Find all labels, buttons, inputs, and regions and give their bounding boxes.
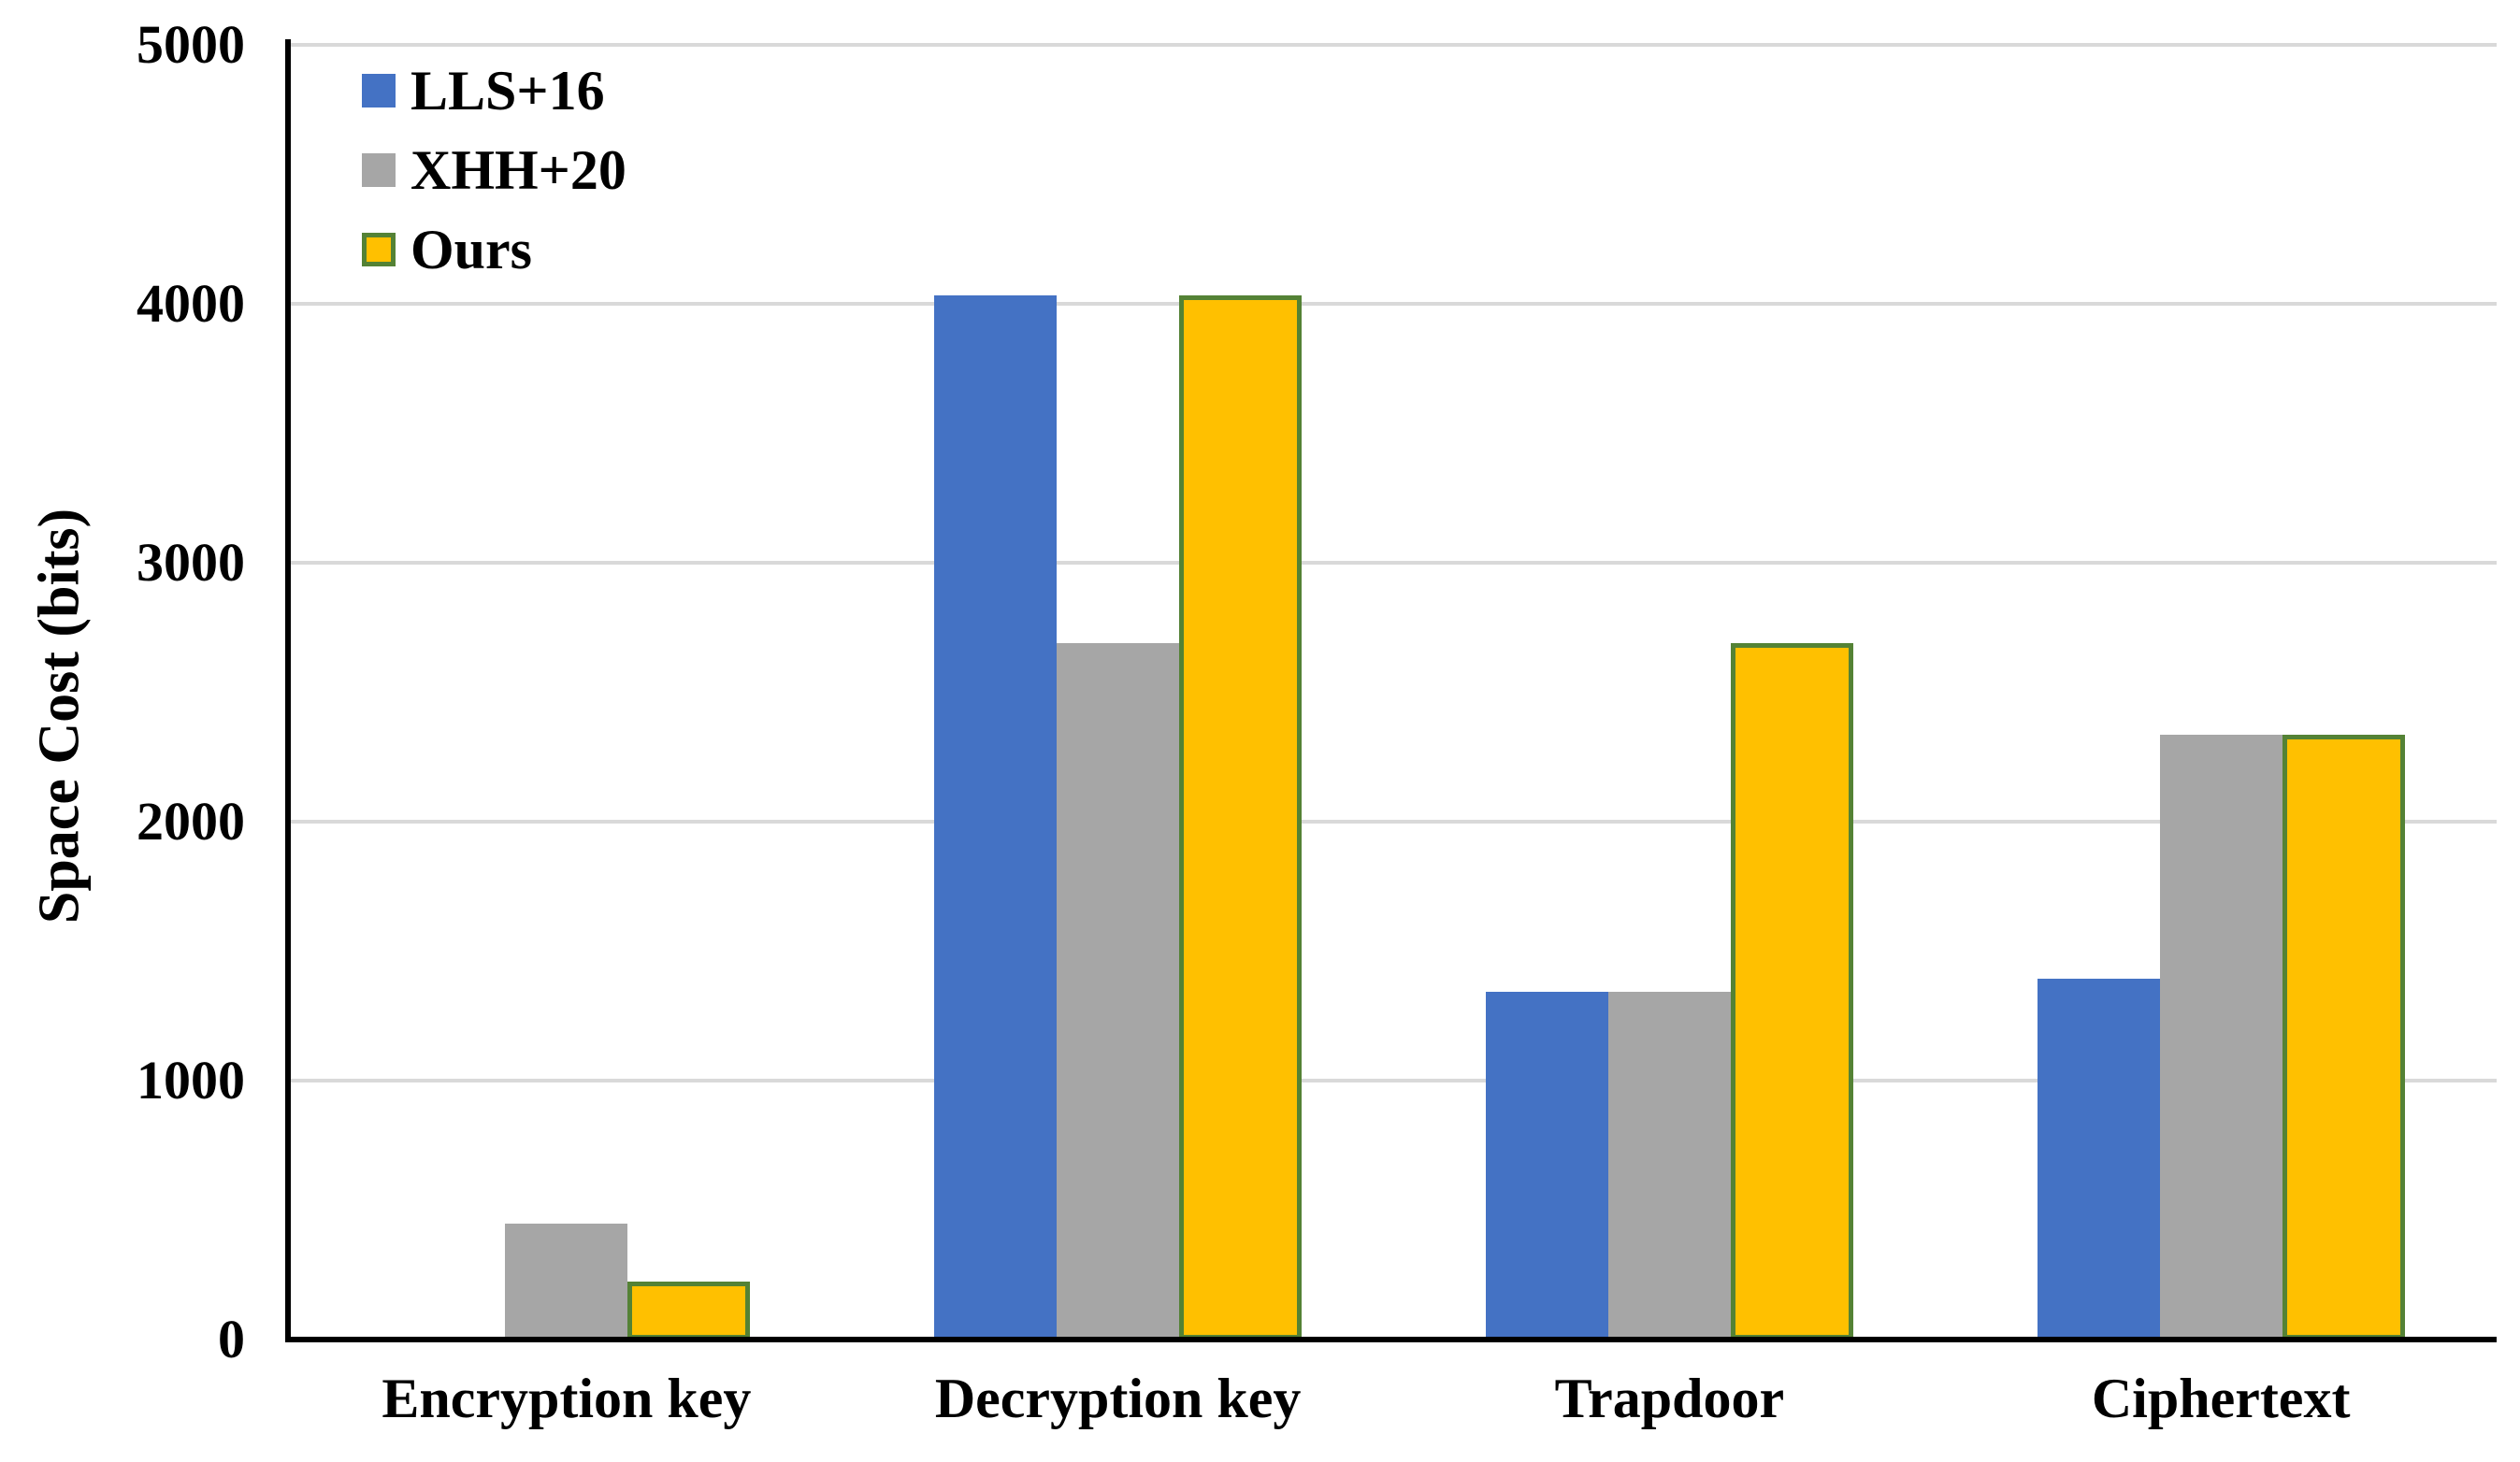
legend-label: XHH+20 [410, 138, 626, 201]
legend-swatch-xhh20 [362, 152, 396, 187]
legend-item: XHH+20 [362, 130, 626, 209]
bar-group [842, 45, 1394, 1340]
y-tick-label: 3000 [137, 532, 245, 593]
y-axis-line [285, 39, 291, 1342]
bar-group [1394, 45, 1946, 1340]
bar [627, 1281, 751, 1340]
legend: LLS+16 XHH+20 Ours [362, 50, 626, 289]
y-tick-label: 4000 [137, 273, 245, 334]
x-category-label: Decryption key [934, 1368, 1302, 1429]
plot-area [291, 43, 2497, 1340]
bar [2159, 734, 2282, 1340]
legend-swatch-ours [362, 232, 396, 266]
gridline [291, 561, 2497, 565]
y-tick-label: 1000 [137, 1050, 245, 1111]
x-axis-category-labels: Encryption key Decryption key Trapdoor Ciph… [291, 1367, 2497, 1431]
bar [1730, 643, 1853, 1340]
gridline [291, 820, 2497, 824]
gridline [291, 43, 2497, 47]
bar-group [291, 45, 842, 1340]
legend-label: Ours [410, 218, 533, 280]
gridline [291, 1079, 2497, 1082]
y-tick-label: 0 [218, 1309, 245, 1369]
legend-swatch-lls16 [362, 73, 396, 108]
y-tick-label: 2000 [137, 791, 245, 852]
bar [1607, 991, 1731, 1340]
bar [2037, 979, 2160, 1340]
bar [1057, 643, 1180, 1340]
x-category-label: Ciphertext [2091, 1368, 2351, 1429]
bar [934, 295, 1058, 1340]
bar [505, 1223, 628, 1340]
bar [2282, 734, 2405, 1340]
bar [1179, 295, 1303, 1340]
bars-layer [291, 45, 2497, 1340]
gridline [291, 302, 2497, 306]
x-category-label: Trapdoor [1554, 1368, 1785, 1429]
bar-group [1945, 45, 2497, 1340]
legend-label: LLS+16 [410, 59, 605, 122]
x-category-label: Encryption key [382, 1368, 752, 1429]
legend-item: LLS+16 [362, 50, 626, 130]
legend-item: Ours [362, 209, 626, 289]
bar [1485, 991, 1608, 1340]
y-tick-label: 5000 [137, 14, 245, 75]
x-axis-line [285, 1337, 2497, 1342]
